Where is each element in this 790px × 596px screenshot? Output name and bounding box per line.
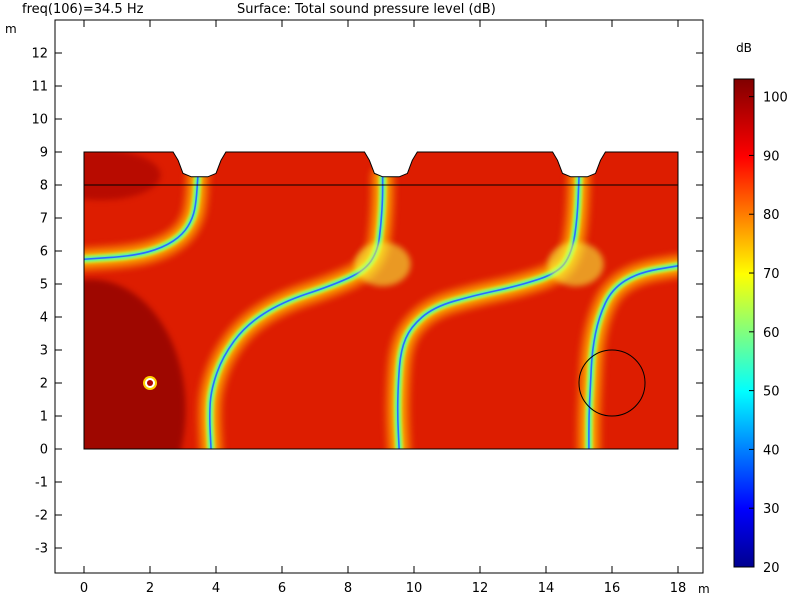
colorbar-unit-label: dB — [736, 41, 752, 55]
x-tick-label: 12 — [472, 581, 489, 596]
y-tick-label: 0 — [40, 443, 48, 458]
colorbar-tick-label: 80 — [763, 208, 780, 223]
frequency-label: freq(106)=34.5 Hz — [22, 2, 144, 17]
x-tick-label: 4 — [212, 581, 220, 596]
y-tick-label: -3 — [35, 542, 48, 557]
colorbar-tick-label: 30 — [763, 502, 780, 517]
y-tick-label: -1 — [35, 476, 48, 491]
nodal-line-1 — [84, 175, 199, 261]
plot-title: Surface: Total sound pressure level (dB) — [237, 2, 496, 17]
y-tick-label: 11 — [31, 80, 48, 95]
colorbar-tick-label: 70 — [763, 267, 780, 282]
colorbar-tick-label: 100 — [763, 91, 788, 106]
point-source — [147, 380, 153, 386]
plot-frame — [54, 19, 704, 574]
colorbar-tick-label: 90 — [763, 149, 780, 164]
x-tick-label: 0 — [80, 581, 88, 596]
hot-region — [84, 279, 186, 449]
colorbar: 20 30 40 50 60 70 80 90 100 dB — [733, 41, 788, 576]
x-axis: 0 2 4 6 8 10 12 14 16 18 m — [80, 20, 710, 596]
x-tick-label: 8 — [344, 581, 352, 596]
hot-region — [84, 152, 161, 201]
y-tick-label: 8 — [40, 179, 48, 194]
x-tick-label: 2 — [146, 581, 154, 596]
y-tick-label: 6 — [40, 245, 48, 260]
domain-outline — [83, 151, 679, 450]
y-tick-label: -2 — [35, 509, 48, 524]
nodal-line-3 — [396, 175, 580, 449]
y-tick-label: 12 — [31, 47, 48, 62]
colorbar-tick-label: 60 — [763, 326, 780, 341]
y-tick-label: 1 — [40, 410, 48, 425]
y-tick-label: 10 — [31, 113, 48, 128]
x-tick-label: 14 — [538, 581, 555, 596]
geometry-overlay — [83, 151, 679, 450]
x-unit-label: m — [698, 582, 710, 596]
colorbar-tick-label: 20 — [763, 561, 780, 576]
y-tick-label: 7 — [40, 212, 48, 227]
x-tick-label: 18 — [670, 581, 687, 596]
x-tick-label: 16 — [604, 581, 621, 596]
y-tick-label: 9 — [40, 146, 48, 161]
crossing-zone-1 — [354, 242, 411, 287]
nodal-line-4 — [588, 265, 678, 449]
colorbar-tick-label: 40 — [763, 443, 780, 458]
x-tick-label: 6 — [278, 581, 286, 596]
y-tick-label: 2 — [40, 377, 48, 392]
y-tick-label: 4 — [40, 311, 48, 326]
y-unit-label: m — [5, 22, 17, 36]
crossing-zone-2 — [547, 242, 604, 287]
colorbar-gradient — [733, 78, 755, 568]
x-tick-label: 10 — [406, 581, 423, 596]
nodal-line-2 — [209, 175, 384, 449]
heatmap-field — [84, 152, 678, 449]
y-tick-label: 5 — [40, 278, 48, 293]
y-tick-label: 3 — [40, 344, 48, 359]
colorbar-tick-label: 50 — [763, 385, 780, 400]
circle-obstacle — [578, 349, 646, 417]
